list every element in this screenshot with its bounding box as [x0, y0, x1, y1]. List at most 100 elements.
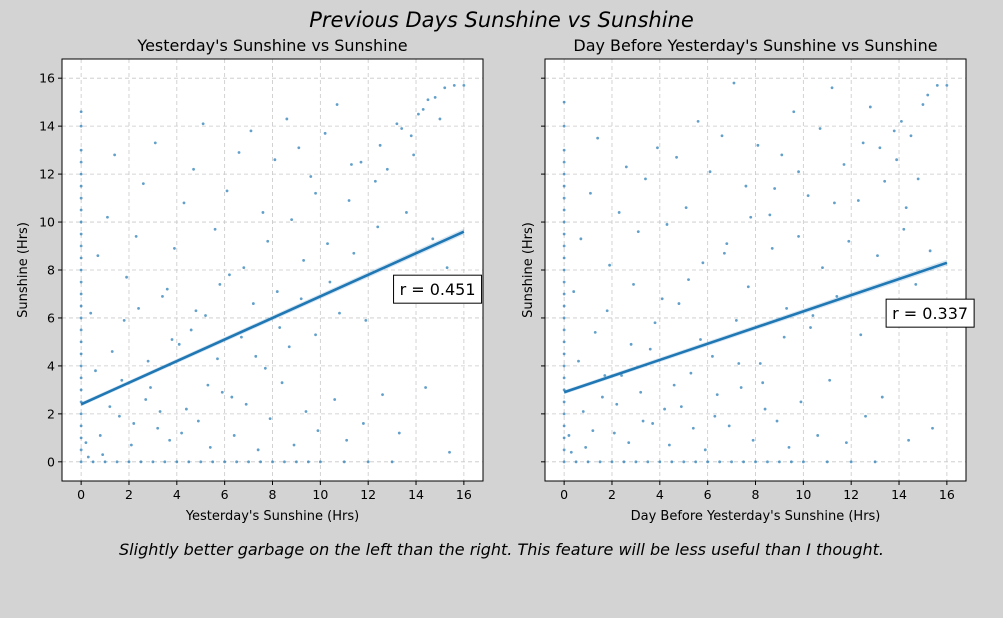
regression-line — [563, 261, 948, 394]
scatter-point — [830, 86, 834, 90]
scatter-point — [96, 254, 100, 258]
scatter-point — [149, 386, 152, 389]
scatter-point — [242, 266, 246, 269]
x-tick-label: 14 — [891, 487, 907, 502]
scatter-point — [876, 254, 879, 258]
scatter-point — [163, 460, 167, 464]
scatter-point — [395, 122, 399, 126]
scatter-point — [328, 280, 332, 284]
x-tick-label: 6 — [221, 487, 229, 502]
scatter-point — [94, 369, 97, 373]
scatter-point — [161, 294, 164, 298]
y-tick-label: 12 — [39, 167, 55, 182]
x-tick-label: 8 — [752, 487, 760, 502]
scatter-point — [610, 460, 614, 464]
scatter-point — [873, 460, 877, 464]
scatter-point — [316, 429, 320, 433]
scatter-point — [754, 460, 757, 464]
scatter-point — [342, 460, 346, 464]
scatter-point — [620, 374, 623, 377]
scatter-point — [187, 460, 191, 464]
scatter-point — [562, 280, 566, 284]
x-tick-label: 12 — [360, 487, 376, 502]
scatter-point — [562, 316, 566, 320]
scatter-point — [811, 314, 815, 317]
scatter-point — [782, 335, 786, 339]
x-axis-label: Day Before Yesterday's Sunshine (Hrs) — [631, 509, 881, 524]
scatter-point — [730, 460, 733, 464]
x-tick-label: 14 — [408, 487, 424, 502]
scatter-point — [639, 390, 643, 394]
scatter-point — [892, 129, 896, 133]
scatter-point — [421, 107, 425, 111]
scatter-point — [326, 242, 329, 246]
scatter-point — [761, 381, 765, 385]
scatter-point — [189, 328, 193, 332]
scatter-point — [732, 81, 736, 85]
scatter-point — [79, 376, 83, 380]
scatter-point — [362, 422, 365, 425]
scatter-point — [562, 160, 566, 164]
scatter-point — [196, 419, 200, 423]
scatter-point — [139, 460, 143, 464]
scatter-point — [261, 211, 265, 214]
scatter-point — [572, 290, 576, 293]
scatter-point — [153, 141, 157, 145]
scatter-point — [861, 141, 865, 145]
scatter-point — [687, 278, 690, 281]
y-axis-label: Sunshine (Hrs) — [16, 222, 31, 318]
scatter-point — [113, 153, 117, 157]
scatter-point — [79, 280, 83, 284]
scatter-point — [118, 414, 121, 418]
scatter-point — [218, 282, 222, 286]
scatter-point — [658, 460, 662, 464]
scatter-point — [168, 438, 172, 442]
scatter-point — [98, 434, 102, 437]
scatter-point — [562, 232, 566, 236]
scatter-point — [173, 247, 176, 250]
scatter-point — [859, 333, 863, 337]
scatter-point — [641, 419, 645, 423]
scatter-point — [744, 184, 748, 188]
y-tick-label: 2 — [47, 406, 55, 421]
scatter-point — [297, 146, 301, 150]
scatter-point — [718, 460, 722, 464]
scatter-point — [141, 182, 145, 186]
scatter-point — [177, 342, 181, 346]
scatter-point — [768, 213, 772, 217]
scatter-point — [758, 362, 762, 365]
scatter-point — [79, 124, 83, 128]
scatter-point — [562, 268, 566, 272]
scatter-point — [366, 460, 370, 464]
x-tick-label: 4 — [173, 487, 181, 502]
scatter-point — [333, 398, 337, 401]
scatter-point — [235, 460, 239, 464]
scatter-point — [314, 191, 317, 195]
scatter-point — [409, 134, 413, 138]
scatter-point — [194, 309, 198, 313]
correlation-annotation-box — [393, 274, 483, 304]
left-scatter-plot: 0 2 4 6 8 10 12 14 16 0 2 4 6 8 10 12 14 16 Yesterday's Su… — [16, 36, 484, 524]
scatter-point — [562, 208, 566, 212]
scatter-point — [373, 179, 377, 183]
scatter-point — [684, 206, 688, 210]
scatter-point — [775, 419, 779, 423]
scatter-point — [103, 460, 107, 464]
scatter-point — [79, 388, 83, 392]
scatter-point — [821, 266, 824, 269]
scatter-point — [624, 165, 628, 169]
scatter-point — [900, 119, 903, 123]
scatter-point — [689, 371, 693, 375]
scatter-point — [797, 235, 800, 238]
y-tick-label: 14 — [39, 119, 55, 134]
scatter-point — [79, 424, 83, 428]
scatter-point — [158, 410, 162, 413]
scatter-point — [797, 170, 800, 174]
scatter-point — [223, 460, 227, 464]
scatter-point — [562, 196, 566, 200]
scatter-point — [632, 282, 635, 286]
scatter-point — [79, 196, 83, 200]
scatter-point — [462, 83, 466, 87]
scatter-point — [596, 136, 600, 140]
scatter-point — [667, 443, 671, 447]
